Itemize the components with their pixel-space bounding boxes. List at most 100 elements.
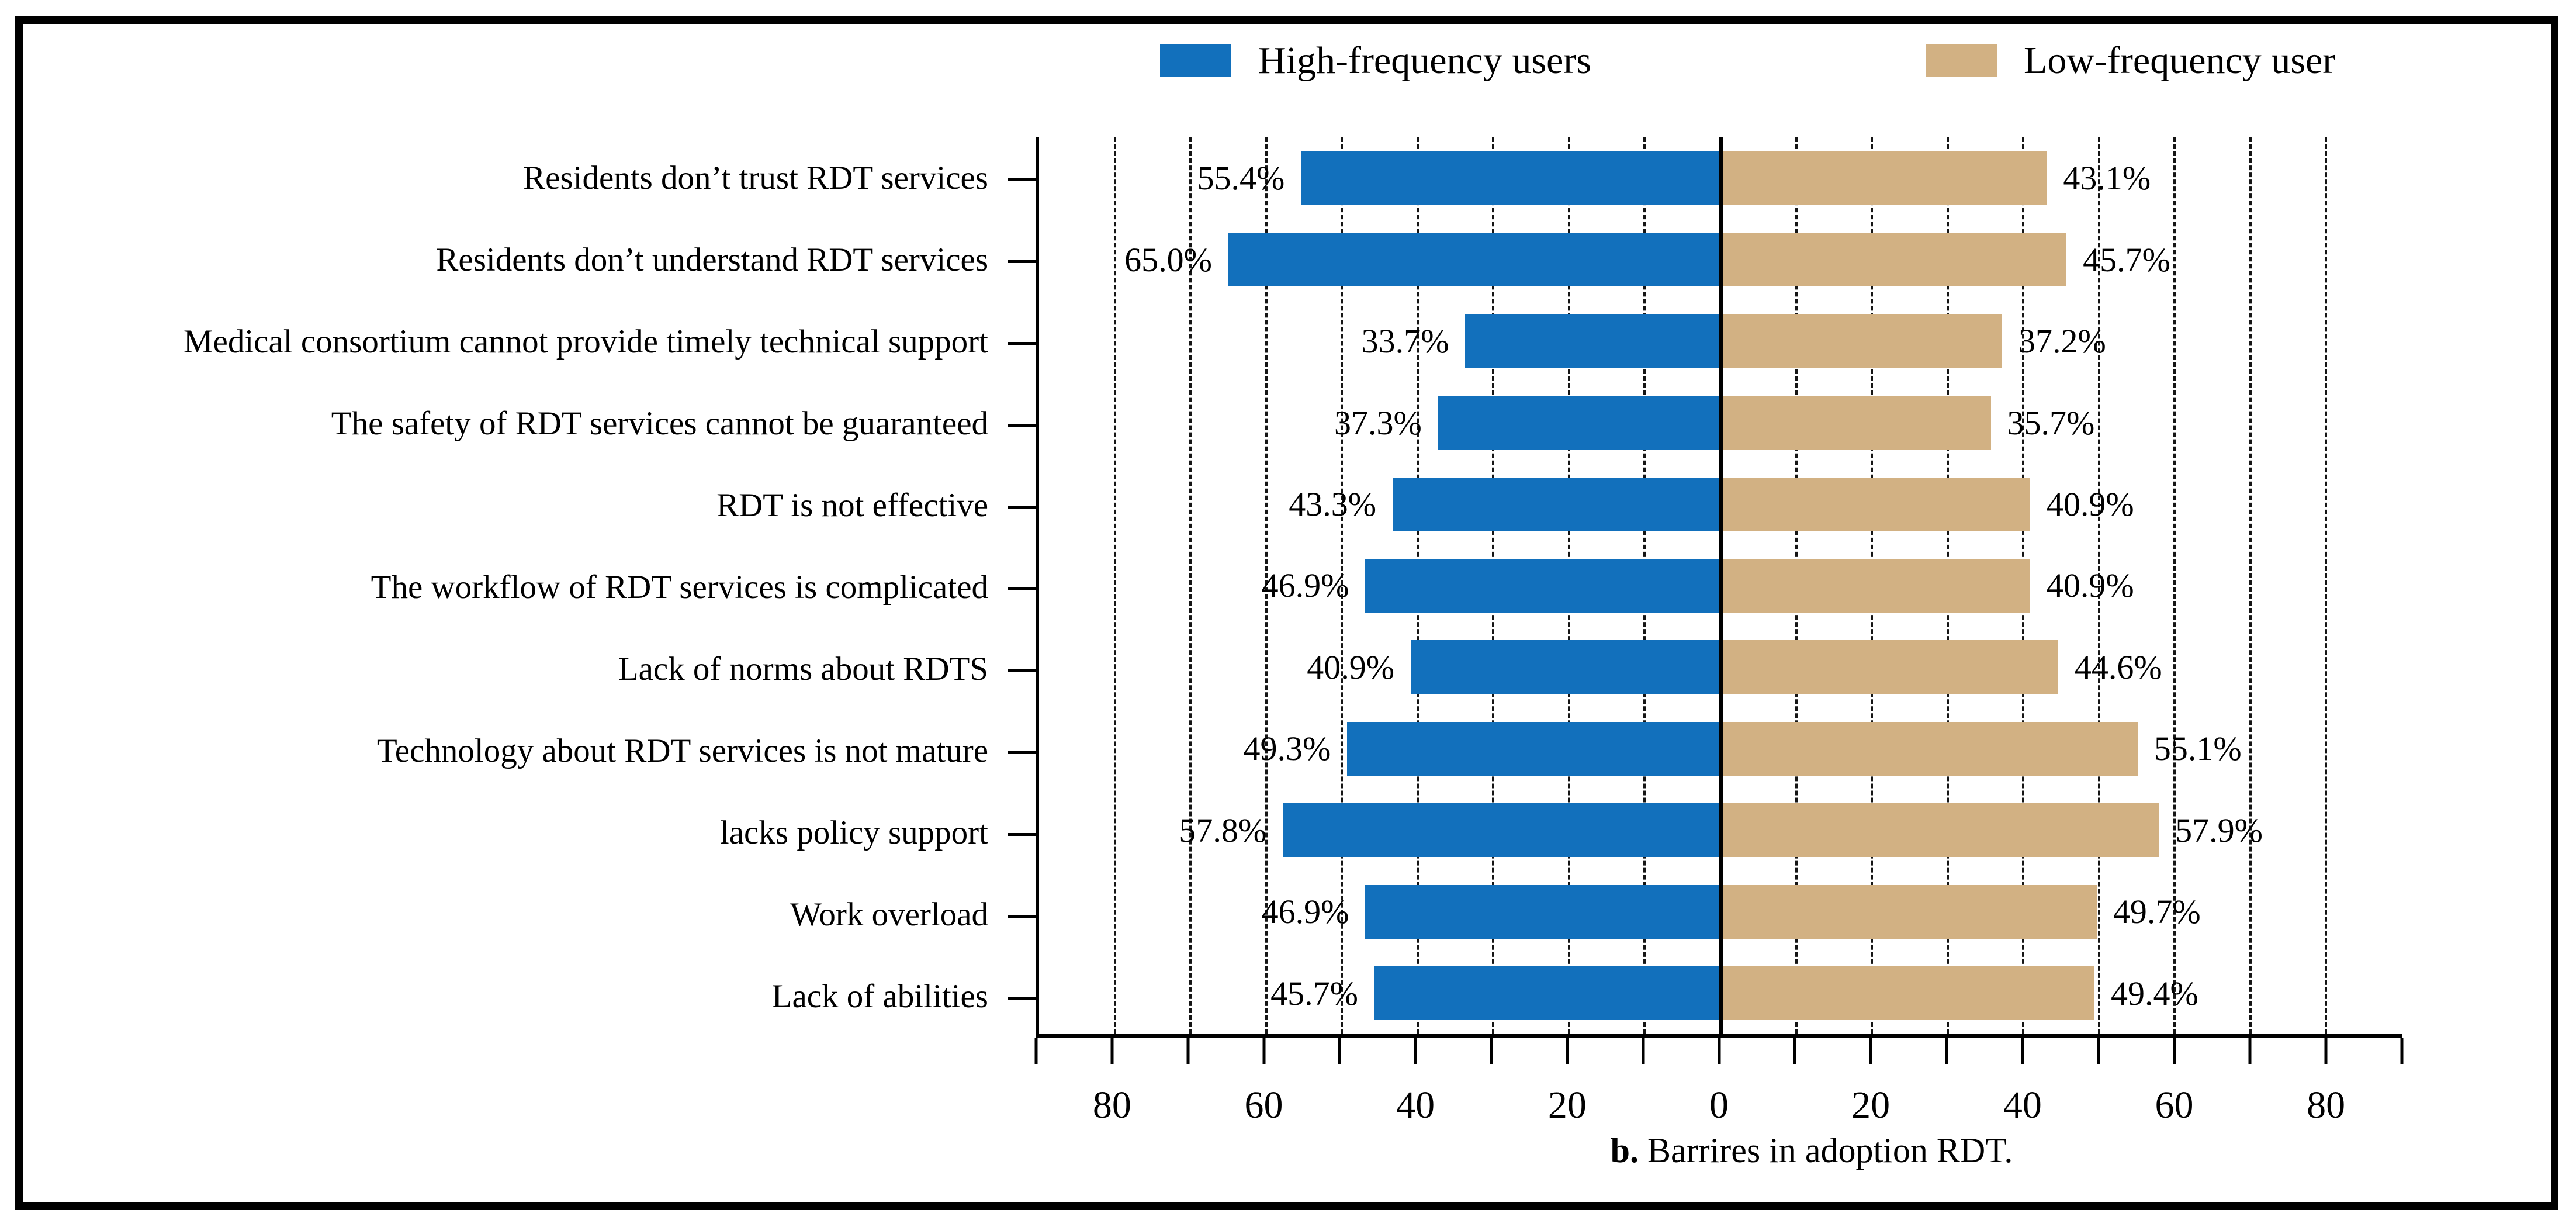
x-axis-tick-label: 0 bbox=[1709, 1084, 1729, 1126]
bar-low-frequency bbox=[1720, 558, 2030, 613]
category-tick bbox=[1008, 178, 1036, 181]
bar-row: 65.0% 45.7% bbox=[1039, 219, 2402, 300]
figure-border bbox=[15, 16, 2558, 1210]
x-axis-tick bbox=[1869, 1038, 1872, 1064]
category-label: Work overload bbox=[18, 874, 1036, 956]
x-axis: 80 60 40 20 0 20 40 60 80 bbox=[1034, 1038, 2404, 1207]
category-label: Medical consortium cannot provide timely… bbox=[18, 301, 1036, 383]
x-axis-tick bbox=[1414, 1038, 1417, 1064]
x-axis-tick bbox=[1945, 1038, 1948, 1064]
x-axis-tick-label: 80 bbox=[1092, 1084, 1131, 1126]
value-label-left: 55.4% bbox=[1197, 159, 1285, 198]
gridline bbox=[2249, 137, 2252, 1034]
category-tick bbox=[1008, 260, 1036, 263]
x-axis-tick bbox=[1490, 1038, 1493, 1064]
value-label-left: 65.0% bbox=[1124, 240, 1212, 279]
bar-low-frequency bbox=[1720, 884, 2097, 939]
legend-label-low-frequency: Low-frequency user bbox=[2024, 39, 2336, 82]
bar-row: 45.7% 49.4% bbox=[1039, 953, 2402, 1034]
bar-low-frequency bbox=[1720, 233, 2067, 287]
x-axis-tick bbox=[2097, 1038, 2100, 1064]
value-label-left: 43.3% bbox=[1289, 485, 1377, 524]
value-label-left: 45.7% bbox=[1270, 974, 1358, 1012]
bar-row: 55.4% 43.1% bbox=[1039, 137, 2402, 219]
category-label: Residents don’t trust RDT services bbox=[18, 137, 1036, 219]
value-label-left: 40.9% bbox=[1307, 648, 1395, 686]
bar-high-frequency bbox=[1411, 640, 1720, 694]
value-label-right: 55.1% bbox=[2153, 730, 2242, 768]
category-tick bbox=[1008, 342, 1036, 345]
x-axis-tick-label: 60 bbox=[1244, 1084, 1283, 1126]
value-label-left: 46.9% bbox=[1261, 566, 1349, 605]
bar-row: 43.3% 40.9% bbox=[1039, 464, 2402, 545]
x-axis-tick-label: 60 bbox=[2155, 1084, 2194, 1126]
category-tick bbox=[1008, 506, 1036, 509]
legend-label-high-frequency: High-frequency users bbox=[1258, 39, 1591, 82]
value-label-right: 37.2% bbox=[2018, 322, 2106, 361]
bar-low-frequency bbox=[1720, 477, 2030, 531]
bar-high-frequency bbox=[1365, 558, 1720, 613]
bar-high-frequency bbox=[1347, 721, 1720, 776]
bar-low-frequency bbox=[1720, 803, 2159, 858]
bar-high-frequency bbox=[1301, 151, 1720, 205]
category-tick bbox=[1008, 424, 1036, 427]
value-label-left: 37.3% bbox=[1334, 403, 1422, 442]
legend-item-high-frequency: High-frequency users bbox=[1160, 39, 1591, 83]
x-axis-tick bbox=[1718, 1038, 1720, 1064]
value-label-right: 45.7% bbox=[2083, 240, 2170, 279]
bar-high-frequency bbox=[1228, 233, 1720, 287]
bar-low-frequency bbox=[1720, 640, 2058, 694]
bar-high-frequency bbox=[1465, 314, 1720, 368]
bar-high-frequency bbox=[1374, 966, 1720, 1021]
bar-high-frequency bbox=[1365, 884, 1720, 939]
chart-caption: b. Barrires in adoption RDT. bbox=[1449, 1131, 2174, 1171]
category-label: The safety of RDT services cannot be gua… bbox=[18, 383, 1036, 465]
value-label-left: 49.3% bbox=[1243, 730, 1331, 768]
x-axis-tick-label: 20 bbox=[1851, 1084, 1891, 1126]
gridline bbox=[2325, 137, 2328, 1034]
value-label-right: 35.7% bbox=[2007, 403, 2095, 442]
x-axis-tick-label: 80 bbox=[2307, 1084, 2346, 1126]
category-tick bbox=[1008, 997, 1036, 1000]
bar-low-frequency bbox=[1720, 314, 2002, 368]
gridline bbox=[1265, 137, 1268, 1034]
caption-panel-letter: b. bbox=[1610, 1131, 1639, 1170]
x-axis-tick bbox=[1110, 1038, 1114, 1064]
x-axis-tick bbox=[2400, 1038, 2404, 1064]
bar-row: 49.3% 55.1% bbox=[1039, 708, 2402, 789]
value-label-right: 44.6% bbox=[2074, 648, 2162, 686]
x-axis-tick bbox=[2324, 1038, 2328, 1064]
category-label: Technology about RDT services is not mat… bbox=[18, 710, 1036, 792]
bar-row: 37.3% 35.7% bbox=[1039, 382, 2402, 463]
value-label-left: 46.9% bbox=[1261, 893, 1349, 931]
value-label-right: 40.9% bbox=[2046, 566, 2134, 605]
bar-high-frequency bbox=[1283, 803, 1720, 858]
legend-item-low-frequency: Low-frequency user bbox=[1926, 39, 2335, 83]
x-axis-tick bbox=[1566, 1038, 1569, 1064]
category-label: Lack of norms about RDTS bbox=[18, 628, 1036, 710]
category-label: Lack of abilities bbox=[18, 956, 1036, 1038]
bar-high-frequency bbox=[1393, 477, 1720, 531]
bar-row: 33.7% 37.2% bbox=[1039, 300, 2402, 382]
gridline bbox=[1113, 137, 1116, 1034]
bar-high-frequency bbox=[1438, 396, 1720, 450]
category-tick bbox=[1008, 915, 1036, 918]
bar-low-frequency bbox=[1720, 966, 2094, 1021]
caption-text: Barrires in adoption RDT. bbox=[1638, 1131, 2013, 1170]
category-tick bbox=[1008, 833, 1036, 836]
value-label-left: 57.8% bbox=[1179, 811, 1267, 849]
value-label-right: 49.7% bbox=[2113, 893, 2201, 931]
category-label: lacks policy support bbox=[18, 792, 1036, 874]
x-axis-tick bbox=[2248, 1038, 2252, 1064]
x-axis-tick bbox=[1642, 1038, 1645, 1064]
gridline bbox=[2173, 137, 2176, 1034]
category-tick bbox=[1008, 751, 1036, 754]
category-label: RDT is not effective bbox=[18, 465, 1036, 547]
x-axis-tick bbox=[1338, 1038, 1341, 1064]
bar-row: 46.9% 40.9% bbox=[1039, 545, 2402, 626]
x-axis-tick bbox=[1186, 1038, 1190, 1064]
x-axis-tick-label: 20 bbox=[1547, 1084, 1587, 1126]
bar-row: 46.9% 49.7% bbox=[1039, 871, 2402, 952]
legend-swatch-high-frequency bbox=[1160, 44, 1231, 77]
gridline bbox=[2097, 137, 2100, 1034]
